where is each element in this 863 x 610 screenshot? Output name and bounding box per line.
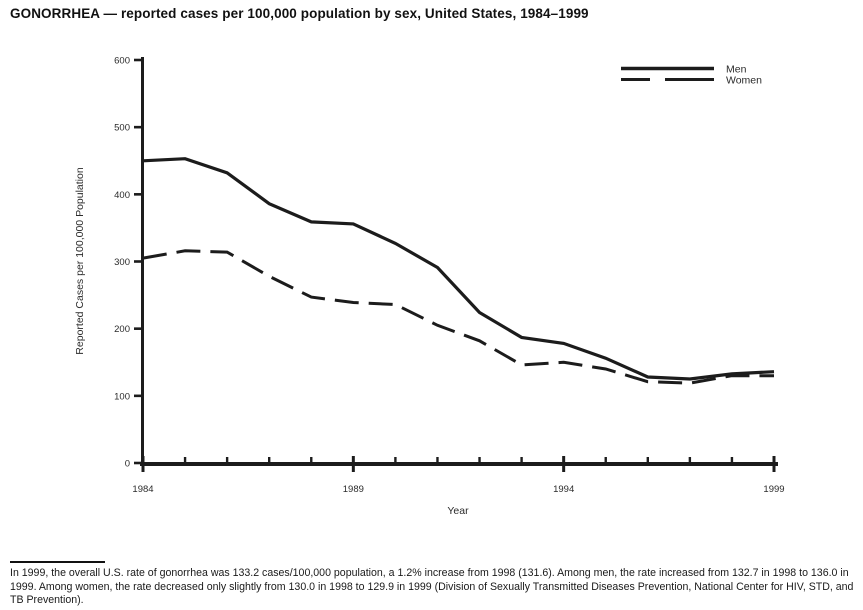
chart-title: GONORRHEA — reported cases per 100,000 p… [10,6,589,21]
y-axis-title: Reported Cases per 100,000 Population [74,167,86,355]
legend: Men Women [621,64,762,87]
y-axis-tick-label: 100 [114,391,130,402]
x-axis-tick-label: 1984 [132,484,153,495]
y-axis-tick-label: 300 [114,257,130,268]
line-chart: 0 100 200 300 400 500 600 1984 1989 1994 1999 Repo… [74,56,785,518]
x-axis-tick-label: 1999 [763,484,784,495]
y-axis-tick-label: 0 [125,459,130,470]
y-axis-tick-label: 400 [114,190,130,201]
footer-divider [10,561,105,563]
women-series-line [142,249,775,385]
x-axis-title: Year [447,505,469,517]
y-axis-tick-label: 600 [114,56,130,67]
x-axis-tick-label: 1994 [553,484,574,495]
footer-note: In 1999, the overall U.S. rate of gonorr… [10,567,854,606]
legend-men-label: Men [726,64,747,76]
y-axis-tick-label: 500 [114,123,130,134]
plot-area: 0 100 200 300 400 500 600 1984 1989 1994 1999 [114,56,784,496]
y-axis-tick-label: 200 [114,324,130,335]
x-axis-tick-label: 1989 [343,484,364,495]
men-series-line [142,157,775,381]
legend-women-label: Women [726,75,762,87]
